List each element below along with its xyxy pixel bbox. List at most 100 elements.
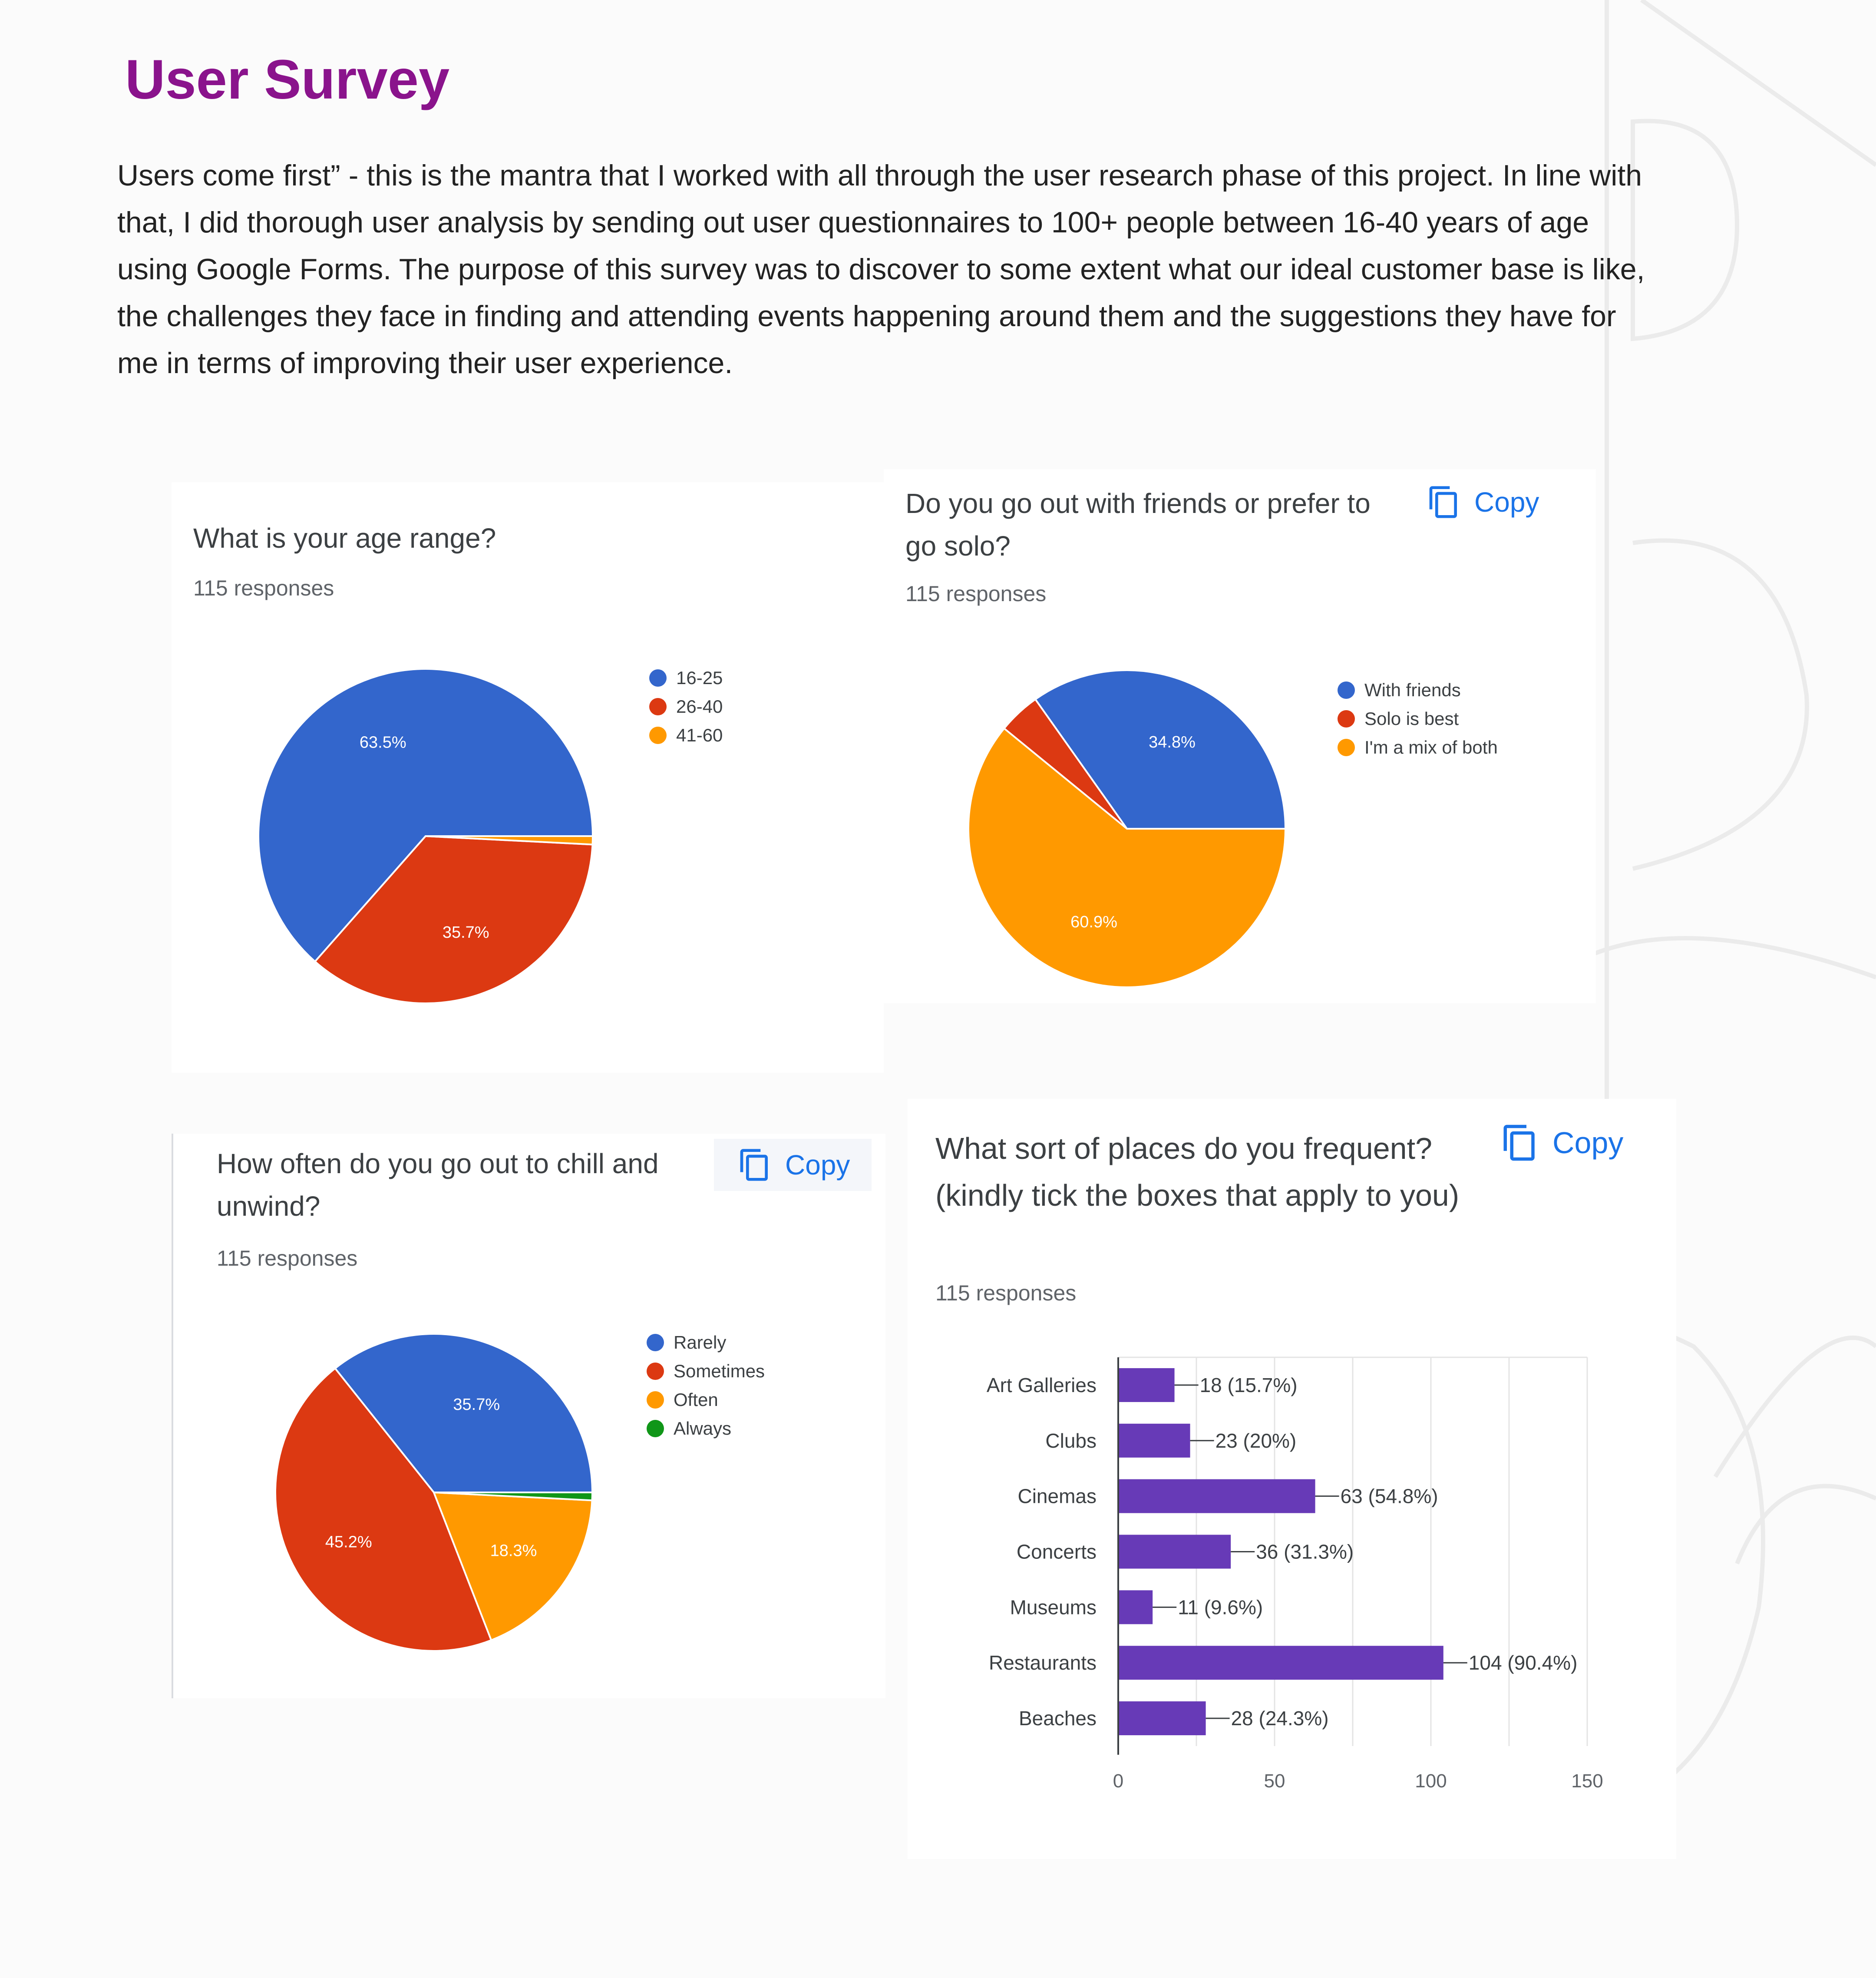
pie-slice <box>1034 669 1287 830</box>
age-range-pie: 63.5% 35.7% <box>258 668 594 1004</box>
pie-slice <box>433 1491 593 1641</box>
response-count: 115 responses <box>905 582 1047 606</box>
question-title: Do you go out with friends or prefer to … <box>905 488 1371 562</box>
age-range-card: What is your age range? 115 responses 63… <box>172 482 884 1073</box>
legend-dot <box>1338 739 1355 756</box>
question-title: How often do you go out to chill and unw… <box>217 1148 659 1222</box>
slice-label: 35.7% <box>453 1396 500 1414</box>
legend-label: Rarely <box>674 1332 727 1353</box>
bar-data-label: 36 (31.3%) <box>1256 1541 1354 1563</box>
question-title: What sort of places do you frequent? (ki… <box>935 1131 1460 1212</box>
legend-dot <box>1338 681 1355 699</box>
legend-label: 26-40 <box>676 696 723 717</box>
category-label: Concerts <box>1017 1541 1097 1563</box>
page-title: User Survey <box>125 49 450 111</box>
legend-item: 41-60 <box>649 721 723 750</box>
x-tick-label: 50 <box>1264 1770 1285 1792</box>
bar <box>1118 1368 1175 1402</box>
legend-item: Always <box>647 1414 765 1443</box>
legend-label: Solo is best <box>1364 708 1459 729</box>
pie-slice <box>334 1333 594 1493</box>
response-count: 115 responses <box>217 1246 358 1270</box>
response-count: 115 responses <box>193 576 334 600</box>
x-tick-label: 150 <box>1571 1770 1603 1792</box>
chart-legend: 16-25 26-40 41-60 <box>649 664 723 750</box>
legend-item: Sometimes <box>647 1357 765 1386</box>
intro-paragraph: Users come first” - this is the mantra t… <box>117 159 1645 380</box>
legend-label: Often <box>674 1389 718 1410</box>
chart-legend: With friends Solo is best I'm a mix of b… <box>1338 676 1498 762</box>
slice-label: 34.8% <box>1149 733 1196 751</box>
slice-label: 60.9% <box>1070 913 1117 931</box>
bar <box>1118 1701 1206 1736</box>
legend-label: Sometimes <box>674 1361 765 1381</box>
bar <box>1118 1479 1315 1513</box>
bar <box>1118 1535 1231 1569</box>
category-label: Cinemas <box>1017 1485 1097 1508</box>
legend-label: With friends <box>1364 680 1461 700</box>
legend-dot <box>649 669 667 687</box>
copy-button[interactable]: Copy <box>714 1139 872 1191</box>
legend-item: Solo is best <box>1338 705 1498 733</box>
copy-label: Copy <box>785 1149 850 1181</box>
category-label: Art Galleries <box>987 1374 1097 1396</box>
pie-slice <box>968 727 1287 988</box>
copy-button[interactable]: Copy <box>1500 1123 1623 1162</box>
chill-frequency-card: How often do you go out to chill and unw… <box>172 1134 885 1698</box>
legend-dot <box>647 1420 664 1437</box>
legend-dot <box>647 1334 664 1351</box>
places-bar-chart: Art Galleries 18 (15.7%) Clubs 23 (20%) Cine… <box>987 1356 1603 1792</box>
legend-item: With friends <box>1338 676 1498 705</box>
legend-label: I'm a mix of both <box>1364 737 1498 757</box>
copy-icon <box>1429 486 1457 518</box>
copy-icon <box>1503 1125 1535 1161</box>
pie-slice <box>314 835 594 1004</box>
slice-label: 45.2% <box>325 1533 372 1551</box>
copy-label: Copy <box>1552 1126 1624 1160</box>
copy-button[interactable]: Copy <box>1427 485 1539 519</box>
category-label: Beaches <box>1019 1707 1097 1730</box>
chart-legend: Rarely Sometimes Often Always <box>647 1328 765 1443</box>
category-label: Restaurants <box>989 1651 1097 1674</box>
response-count: 115 responses <box>935 1281 1077 1305</box>
bar-data-label: 63 (54.8%) <box>1341 1485 1438 1508</box>
bar <box>1118 1646 1443 1680</box>
bar-data-label: 104 (90.4%) <box>1469 1651 1578 1674</box>
bar-data-label: 23 (20%) <box>1215 1429 1297 1452</box>
bar <box>1118 1590 1153 1624</box>
legend-dot <box>647 1363 664 1380</box>
pie-slice <box>425 835 594 846</box>
legend-dot <box>649 727 667 744</box>
category-label: Museums <box>1010 1596 1097 1618</box>
places-frequented-card: What sort of places do you frequent? (ki… <box>908 1099 1676 1859</box>
bar <box>1118 1423 1190 1458</box>
legend-dot <box>647 1391 664 1409</box>
legend-label: 41-60 <box>676 725 723 745</box>
friends-or-solo-card: Do you go out with friends or prefer to … <box>884 469 1596 1003</box>
bar-data-label: 28 (24.3%) <box>1231 1707 1329 1730</box>
legend-label: 16-25 <box>676 668 723 688</box>
copy-label: Copy <box>1474 486 1539 518</box>
legend-dot <box>1338 710 1355 728</box>
bar-data-label: 11 (9.6%) <box>1178 1596 1263 1618</box>
slice-label: 63.5% <box>360 733 406 751</box>
slice-label: 18.3% <box>490 1541 537 1560</box>
legend-item: Rarely <box>647 1328 765 1357</box>
x-tick-label: 100 <box>1415 1770 1447 1792</box>
x-tick-label: 0 <box>1113 1770 1123 1792</box>
pie-slice <box>274 1367 492 1652</box>
chill-frequency-pie: 35.7% 45.2% 18.3% <box>274 1333 594 1652</box>
copy-icon <box>740 1149 768 1181</box>
friends-or-solo-pie: 34.8% 60.9% <box>968 669 1287 988</box>
legend-dot <box>649 698 667 715</box>
question-title: What is your age range? <box>193 523 496 554</box>
category-label: Clubs <box>1045 1429 1097 1452</box>
legend-label: Always <box>674 1418 732 1439</box>
legend-item: Often <box>647 1386 765 1414</box>
legend-item: I'm a mix of both <box>1338 733 1498 762</box>
slice-label: 35.7% <box>443 923 489 942</box>
legend-item: 26-40 <box>649 692 723 721</box>
pie-slice <box>258 668 594 963</box>
legend-item: 16-25 <box>649 664 723 692</box>
pie-slice <box>433 1492 594 1502</box>
